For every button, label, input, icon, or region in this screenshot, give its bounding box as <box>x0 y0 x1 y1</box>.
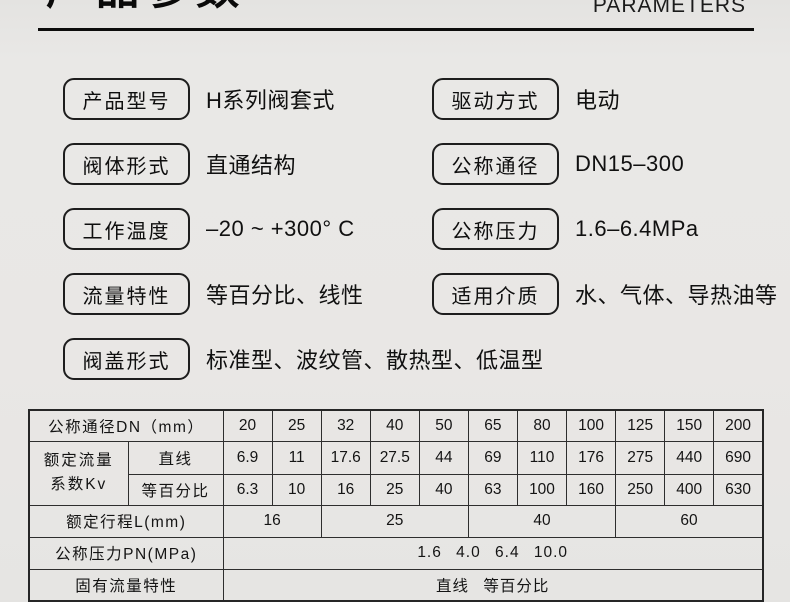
dn-label-cell: 公称通径DN（mm） <box>28 409 224 442</box>
field-value: –20 ~ +300° C <box>206 216 355 241</box>
field-label-chip: 阀盖形式 <box>63 338 190 380</box>
spec-field-nominal-pressure: 公称压力 1.6–6.4MPa <box>432 208 699 250</box>
kv-linear-value-cell: 27.5 <box>369 440 420 475</box>
kv-linear-value-cell: 11 <box>271 440 322 475</box>
page-subtitle: PARAMETERS <box>592 0 746 17</box>
field-label-chip: 公称压力 <box>432 208 559 250</box>
flow-value-cell: 直线 等百分比 <box>222 568 764 602</box>
flow-label-cell: 固有流量特性 <box>28 568 224 602</box>
spec-field-applicable-media: 适用介质 水、气体、导热油等 <box>432 273 778 315</box>
dn-value-cell: 65 <box>467 409 518 442</box>
kv-linear-value-cell: 6.9 <box>222 440 273 475</box>
table-row-kv-eqpct: 等百分比 6.3 10 16 25 40 63 100 160 250 400 630 <box>29 473 764 506</box>
table-row-pn: 公称压力PN(MPa) 1.6 4.0 6.4 10.0 <box>28 536 764 570</box>
kv-linear-value-cell: 44 <box>418 440 469 475</box>
kv-label-cell: 额定流量系数Kv <box>28 440 129 506</box>
table-row-flow: 固有流量特性 直线 等百分比 <box>28 568 764 602</box>
kv-eqpct-label-cell: 等百分比 <box>127 473 224 506</box>
kv-eqpct-value-cell: 6.3 <box>222 473 273 506</box>
kv-linear-value-cell: 176 <box>566 440 617 475</box>
dn-value-cell: 40 <box>369 409 420 442</box>
field-value: 标准型、波纹管、散热型、低温型 <box>206 348 544 373</box>
kv-eqpct-value-cell: 160 <box>566 473 617 506</box>
kv-linear-label-cell: 直线 <box>127 440 224 475</box>
spec-field-nominal-diameter: 公称通径 DN15–300 <box>432 143 684 185</box>
spec-field-product-model: 产品型号 H系列阀套式 <box>63 78 335 120</box>
kv-eqpct-value-cell: 10 <box>271 473 322 506</box>
kv-label-line1: 额定流量 <box>43 451 114 469</box>
stroke-value-cell: 60 <box>615 504 764 538</box>
field-label-chip: 公称通径 <box>432 143 559 185</box>
spec-field-bonnet-form: 阀盖形式 标准型、波纹管、散热型、低温型 <box>63 338 544 380</box>
dn-value-cell: 32 <box>320 409 371 442</box>
pn-value-cell: 1.6 4.0 6.4 10.0 <box>222 536 764 570</box>
field-label-chip: 适用介质 <box>432 273 559 315</box>
stroke-label-cell: 额定行程L(mm) <box>28 504 224 538</box>
field-value: 1.6–6.4MPa <box>575 216 699 241</box>
dn-value-cell: 200 <box>713 409 764 442</box>
table-row-kv-linear: 额定流量系数Kv 直线 6.9 11 17.6 27.5 44 69 110 176 275 44… <box>28 440 764 506</box>
stroke-value-cell: 16 <box>222 504 322 538</box>
field-label-chip: 阀体形式 <box>63 143 190 185</box>
dn-value-cell: 25 <box>271 409 322 442</box>
stroke-value-cell: 40 <box>467 504 617 538</box>
kv-linear-value-cell: 690 <box>713 440 764 475</box>
kv-eqpct-value-cell: 630 <box>713 473 764 506</box>
kv-eqpct-value-cell: 400 <box>664 473 715 506</box>
dn-value-cell: 100 <box>566 409 617 442</box>
field-label-chip: 产品型号 <box>63 78 190 120</box>
field-value: H系列阀套式 <box>206 88 335 113</box>
page-title: 产品参数 <box>46 0 246 12</box>
table-row-dn: 公称通径DN（mm） 20 25 32 40 50 65 80 100 125 150 200 <box>28 409 764 442</box>
kv-linear-value-cell: 69 <box>467 440 518 475</box>
spec-field-drive-type: 驱动方式 电动 <box>432 78 620 120</box>
spec-table: 公称通径DN（mm） 20 25 32 40 50 65 80 100 125 150 200 额定… <box>28 409 764 602</box>
kv-eqpct-value-cell: 25 <box>369 473 420 506</box>
kv-linear-value-cell: 17.6 <box>320 440 371 475</box>
kv-eqpct-value-cell: 40 <box>418 473 469 506</box>
dn-value-cell: 20 <box>222 409 273 442</box>
field-value: 直通结构 <box>206 153 297 178</box>
dn-value-cell: 125 <box>615 409 666 442</box>
spec-field-working-temperature: 工作温度 –20 ~ +300° C <box>63 208 355 250</box>
pn-label-cell: 公称压力PN(MPa) <box>28 536 224 570</box>
kv-linear-value-cell: 440 <box>664 440 715 475</box>
dn-value-cell: 80 <box>516 409 568 442</box>
field-value: 电动 <box>575 88 621 113</box>
field-value: 等百分比、线性 <box>206 283 364 308</box>
kv-eqpct-value-cell: 16 <box>320 473 371 506</box>
stroke-value-cell: 25 <box>320 504 469 538</box>
dn-value-cell: 50 <box>418 409 469 442</box>
spec-field-flow-characteristic: 流量特性 等百分比、线性 <box>63 273 364 315</box>
field-label-chip: 工作温度 <box>63 208 190 250</box>
field-value: 水、气体、导热油等 <box>575 283 778 308</box>
kv-linear-value-cell: 110 <box>516 440 568 475</box>
kv-eqpct-value-cell: 100 <box>516 473 568 506</box>
kv-label-line2: 系数Kv <box>50 476 108 493</box>
title-underline <box>38 28 754 31</box>
kv-eqpct-value-cell: 63 <box>467 473 518 506</box>
field-label-chip: 驱动方式 <box>432 78 559 120</box>
kv-linear-value-cell: 275 <box>615 440 666 475</box>
field-label-chip: 流量特性 <box>63 273 190 315</box>
field-value: DN15–300 <box>575 151 685 176</box>
kv-eqpct-value-cell: 250 <box>615 473 666 506</box>
spec-field-body-form: 阀体形式 直通结构 <box>63 143 296 185</box>
dn-value-cell: 150 <box>664 409 715 442</box>
table-row-stroke: 额定行程L(mm) 16 25 40 60 <box>28 504 764 538</box>
